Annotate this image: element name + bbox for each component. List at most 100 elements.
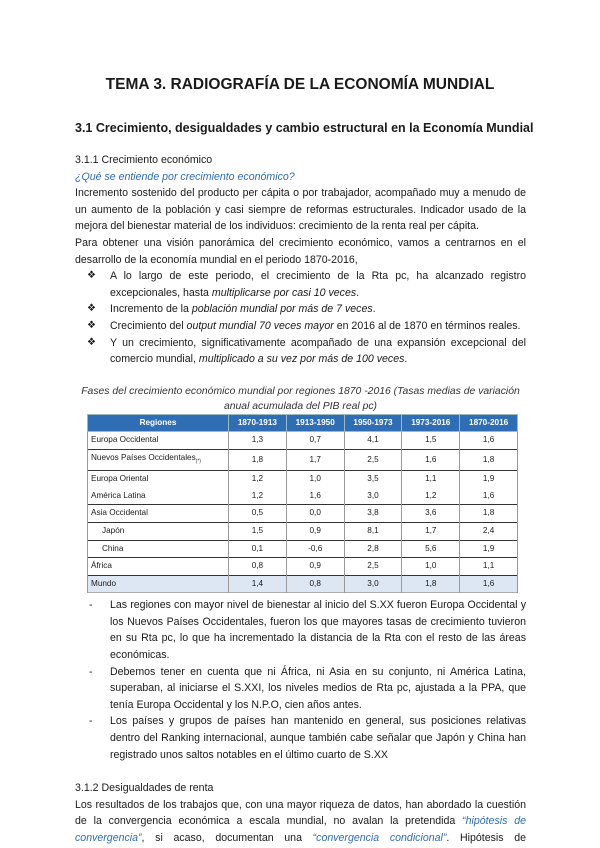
diamond-bullet-icon: ❖ bbox=[87, 270, 96, 282]
table-row: América Latina 1,2 1,6 3,0 1,2 1,6 bbox=[87, 487, 518, 505]
value-cell: 2,5 bbox=[343, 557, 403, 576]
region-name: Nuevos Países Occidentales bbox=[91, 452, 196, 462]
table-row: Japón 1,5 0,9 8,1 1,7 2,4 bbox=[87, 521, 518, 541]
value-cell: -0,6 bbox=[285, 539, 345, 558]
quote: “convergencia condicional” bbox=[312, 832, 447, 845]
value-cell: 1,2 bbox=[401, 487, 461, 505]
column-header: 1913-1950 bbox=[285, 413, 345, 433]
value-cell: 1,0 bbox=[285, 470, 345, 488]
dash-marker: - bbox=[89, 665, 93, 678]
text: Debemos tener en cuenta que ni África, n… bbox=[110, 665, 526, 711]
value-cell: 1,6 bbox=[285, 487, 345, 505]
table-header-row: Regiones 1870-1913 1913-1950 1950-1973 1973-… bbox=[87, 413, 518, 433]
bullet-item: ❖ Incremento de la población mundial por … bbox=[75, 301, 526, 318]
value-cell: 1,0 bbox=[401, 557, 461, 576]
value-cell: 1,5 bbox=[401, 431, 461, 450]
emphasis: población mundial por más de 7 veces bbox=[191, 303, 373, 316]
value-cell: 1,2 bbox=[228, 470, 287, 488]
table-caption: Fases del crecimiento económico mundial … bbox=[81, 385, 520, 412]
value-cell: 0,9 bbox=[285, 557, 345, 576]
text: . bbox=[372, 303, 376, 316]
value-cell: 3,0 bbox=[343, 487, 403, 505]
footnote-mark: (*) bbox=[195, 458, 201, 465]
region-cell: Nuevos Países Occidentales(*) bbox=[87, 448, 229, 471]
value-cell: 1,6 bbox=[459, 574, 518, 593]
value-cell: 1,1 bbox=[459, 557, 518, 576]
region-name: Asia Occidental bbox=[91, 508, 148, 518]
column-header: 1870-1913 bbox=[228, 413, 287, 433]
column-header: 1870-2016 bbox=[459, 413, 518, 433]
value-cell: 0,0 bbox=[285, 504, 345, 523]
value-cell: 1,4 bbox=[228, 574, 287, 593]
value-cell: 8,1 bbox=[343, 521, 403, 541]
text: Los países y grupos de países han manten… bbox=[110, 715, 526, 761]
region-name: Mundo bbox=[91, 578, 117, 588]
bullet-item: ❖ Crecimiento del output mundial 70 veces… bbox=[75, 318, 526, 335]
dash-list: - Las regiones con mayor nivel de bienest… bbox=[75, 597, 526, 763]
value-cell: 2,8 bbox=[343, 539, 403, 558]
bullet-list: ❖ A lo largo de este periodo, el crecimie… bbox=[75, 268, 526, 368]
value-cell: 0,8 bbox=[285, 574, 345, 593]
dash-marker: - bbox=[89, 715, 93, 728]
value-cell: 1,9 bbox=[459, 470, 518, 488]
value-cell: 4,1 bbox=[343, 431, 403, 450]
region-cell: China bbox=[87, 539, 229, 558]
text: . bbox=[356, 286, 360, 299]
text: Los resultados de los trabajos que, con … bbox=[75, 798, 526, 828]
text: Las regiones con mayor nivel de bienesta… bbox=[110, 599, 526, 662]
diamond-bullet-icon: ❖ bbox=[87, 303, 96, 315]
section-3-1-1: 3.1.1 Crecimiento económico ¿Qué se enti… bbox=[75, 152, 526, 848]
value-cell: 3,6 bbox=[401, 504, 461, 523]
column-header: 1973-2016 bbox=[401, 413, 461, 433]
bullet-item: ❖ Y un crecimiento, significativamente ac… bbox=[75, 335, 526, 368]
value-cell: 3,8 bbox=[343, 504, 403, 523]
text: A lo largo de este periodo, el crecimien… bbox=[110, 270, 526, 299]
text: Y un crecimiento, significativamente aco… bbox=[110, 336, 526, 366]
value-cell: 3,5 bbox=[343, 470, 403, 488]
paragraph: Incremento sostenido del producto per cá… bbox=[75, 187, 526, 233]
value-cell: 1,9 bbox=[459, 539, 518, 558]
question-heading: ¿Qué se entiende por crecimiento económi… bbox=[75, 170, 295, 183]
region-cell: Japón bbox=[87, 521, 229, 541]
region-name: África bbox=[91, 561, 112, 571]
region-name: Europa Occidental bbox=[91, 435, 159, 445]
emphasis: multiplicado a su vez por más de 100 vec… bbox=[198, 353, 405, 366]
region-cell: África bbox=[87, 557, 229, 576]
diamond-bullet-icon: ❖ bbox=[87, 319, 96, 331]
table-row: África 0,8 0,9 2,5 1,0 1,1 bbox=[87, 557, 518, 576]
section-heading: 3.1 Crecimiento, desigualdades y cambio … bbox=[75, 121, 534, 135]
table-row: China 0,1 -0,6 2,8 5,6 1,9 bbox=[87, 539, 518, 558]
region-name: Europa Oriental bbox=[91, 474, 149, 484]
value-cell: 2,4 bbox=[459, 521, 518, 541]
region-cell: Mundo bbox=[87, 574, 229, 593]
paragraph: Los resultados de los trabajos que, con … bbox=[75, 797, 526, 848]
value-cell: 1,8 bbox=[459, 448, 518, 471]
text: . Hipótesis de convergencia condicional. bbox=[446, 832, 526, 845]
region-name: Japón bbox=[102, 525, 125, 535]
region-cell: América Latina bbox=[87, 487, 229, 505]
subsection-heading: 3.1.1 Crecimiento económico bbox=[75, 154, 213, 166]
text: Incremento de la bbox=[110, 303, 192, 316]
text: , si acaso, documentan una bbox=[141, 832, 313, 845]
bullet-item: ❖ A lo largo de este periodo, el crecimie… bbox=[75, 268, 526, 301]
table-row: Asia Occidental 0,5 0,0 3,8 3,6 1,8 bbox=[87, 504, 518, 523]
value-cell: 1,2 bbox=[228, 487, 287, 505]
column-header: Regiones bbox=[87, 413, 229, 433]
page-title: TEMA 3. RADIOGRAFÍA DE LA ECONOMÍA MUNDI… bbox=[105, 76, 495, 93]
text: . bbox=[404, 353, 408, 366]
diamond-bullet-icon: ❖ bbox=[87, 336, 96, 348]
value-cell: 1,3 bbox=[228, 431, 287, 450]
value-cell: 1,6 bbox=[401, 448, 461, 471]
table-row: Nuevos Países Occidentales(*) 1,8 1,7 2,5 1,… bbox=[87, 448, 518, 471]
table-row: Europa Oriental 1,2 1,0 3,5 1,1 1,9 bbox=[87, 470, 518, 488]
growth-table: Regiones 1870-1913 1913-1950 1950-1973 1973-… bbox=[87, 413, 518, 594]
value-cell: 0,7 bbox=[285, 431, 345, 450]
quote: “hipótesis de convergencia” bbox=[75, 815, 526, 845]
value-cell: 2,5 bbox=[343, 448, 403, 471]
region-cell: Asia Occidental bbox=[87, 504, 229, 523]
value-cell: 1,7 bbox=[285, 448, 345, 471]
value-cell: 1,8 bbox=[401, 574, 461, 593]
dash-item: - Debemos tener en cuenta que ni África, … bbox=[75, 664, 526, 714]
value-cell: 0,9 bbox=[285, 521, 345, 541]
